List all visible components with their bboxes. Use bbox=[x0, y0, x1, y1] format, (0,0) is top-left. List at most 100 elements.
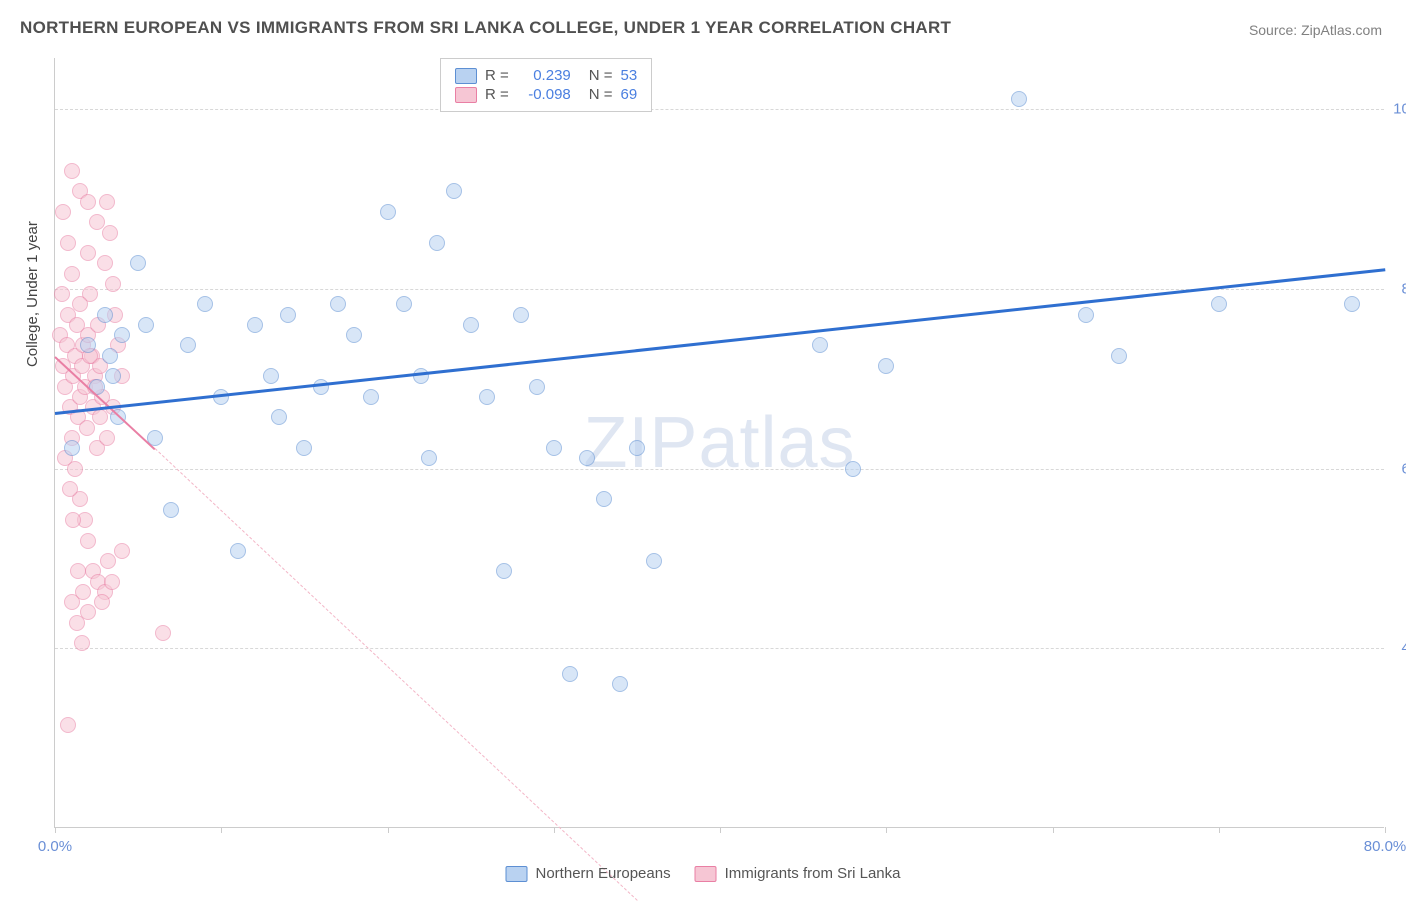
y-tick-label: 47.5% bbox=[1389, 640, 1406, 657]
data-point bbox=[263, 368, 279, 384]
r-label: R = bbox=[485, 86, 509, 103]
data-point bbox=[163, 502, 179, 518]
data-point bbox=[80, 337, 96, 353]
data-point bbox=[80, 245, 96, 261]
n-value: 69 bbox=[621, 86, 638, 103]
data-point bbox=[596, 491, 612, 507]
data-point bbox=[102, 348, 118, 364]
data-point bbox=[1111, 348, 1127, 364]
data-point bbox=[513, 307, 529, 323]
data-point bbox=[230, 543, 246, 559]
data-point bbox=[102, 225, 118, 241]
trend-line bbox=[55, 268, 1385, 415]
y-tick-label: 65.0% bbox=[1389, 460, 1406, 477]
data-point bbox=[180, 337, 196, 353]
data-point bbox=[546, 440, 562, 456]
r-value: 0.239 bbox=[517, 67, 571, 84]
legend-item: Northern Europeans bbox=[506, 865, 671, 882]
data-point bbox=[89, 214, 105, 230]
data-point bbox=[92, 409, 108, 425]
data-point bbox=[496, 563, 512, 579]
legend-label: Northern Europeans bbox=[536, 865, 671, 882]
correlation-legend: R =0.239N =53R =-0.098N =69 bbox=[440, 58, 652, 112]
data-point bbox=[99, 194, 115, 210]
data-point bbox=[197, 296, 213, 312]
data-point bbox=[845, 461, 861, 477]
data-point bbox=[629, 440, 645, 456]
data-point bbox=[80, 194, 96, 210]
data-point bbox=[138, 317, 154, 333]
data-point bbox=[247, 317, 263, 333]
data-point bbox=[280, 307, 296, 323]
data-point bbox=[155, 625, 171, 641]
series-legend: Northern Europeans Immigrants from Sri La… bbox=[506, 865, 901, 882]
data-point bbox=[579, 450, 595, 466]
legend-swatch bbox=[695, 866, 717, 882]
data-point bbox=[99, 430, 115, 446]
data-point bbox=[878, 358, 894, 374]
data-point bbox=[62, 481, 78, 497]
data-point bbox=[330, 296, 346, 312]
x-tick bbox=[1053, 827, 1054, 833]
data-point bbox=[296, 440, 312, 456]
data-point bbox=[100, 553, 116, 569]
data-point bbox=[94, 594, 110, 610]
legend-swatch bbox=[455, 87, 477, 103]
chart-title: NORTHERN EUROPEAN VS IMMIGRANTS FROM SRI… bbox=[20, 18, 951, 38]
x-tick bbox=[221, 827, 222, 833]
data-point bbox=[479, 389, 495, 405]
data-point bbox=[104, 574, 120, 590]
data-point bbox=[612, 676, 628, 692]
data-point bbox=[55, 204, 71, 220]
data-point bbox=[396, 296, 412, 312]
x-tick bbox=[720, 827, 721, 833]
data-point bbox=[105, 368, 121, 384]
x-tick bbox=[1385, 827, 1386, 833]
x-tick-label: 0.0% bbox=[38, 838, 72, 855]
data-point bbox=[429, 235, 445, 251]
y-tick-label: 82.5% bbox=[1389, 281, 1406, 298]
data-point bbox=[812, 337, 828, 353]
data-point bbox=[54, 286, 70, 302]
legend-swatch bbox=[506, 866, 528, 882]
legend-row: R =0.239N =53 bbox=[455, 67, 637, 84]
x-tick bbox=[886, 827, 887, 833]
data-point bbox=[529, 379, 545, 395]
n-value: 53 bbox=[621, 67, 638, 84]
r-value: -0.098 bbox=[517, 86, 571, 103]
data-point bbox=[114, 543, 130, 559]
data-point bbox=[64, 163, 80, 179]
grid-line bbox=[55, 109, 1384, 110]
data-point bbox=[80, 533, 96, 549]
data-point bbox=[64, 266, 80, 282]
legend-label: Immigrants from Sri Lanka bbox=[725, 865, 901, 882]
data-point bbox=[79, 420, 95, 436]
r-label: R = bbox=[485, 67, 509, 84]
data-point bbox=[562, 666, 578, 682]
data-point bbox=[70, 563, 86, 579]
data-point bbox=[1011, 91, 1027, 107]
data-point bbox=[105, 276, 121, 292]
grid-line bbox=[55, 469, 1384, 470]
data-point bbox=[60, 235, 76, 251]
data-point bbox=[271, 409, 287, 425]
grid-line bbox=[55, 648, 1384, 649]
source-attribution: Source: ZipAtlas.com bbox=[1249, 22, 1382, 38]
data-point bbox=[346, 327, 362, 343]
data-point bbox=[1078, 307, 1094, 323]
data-point bbox=[1211, 296, 1227, 312]
x-tick bbox=[554, 827, 555, 833]
data-point bbox=[363, 389, 379, 405]
plot-area: ZIPatlas 47.5%65.0%82.5%100.0%0.0%80.0% bbox=[54, 58, 1384, 828]
x-tick bbox=[55, 827, 56, 833]
watermark: ZIPatlas bbox=[583, 402, 855, 484]
data-point bbox=[130, 255, 146, 271]
x-tick-label: 80.0% bbox=[1364, 838, 1406, 855]
data-point bbox=[65, 512, 81, 528]
y-axis-title: College, Under 1 year bbox=[24, 221, 41, 367]
data-point bbox=[380, 204, 396, 220]
watermark-light: atlas bbox=[698, 403, 855, 483]
data-point bbox=[74, 635, 90, 651]
x-tick bbox=[1219, 827, 1220, 833]
data-point bbox=[646, 553, 662, 569]
